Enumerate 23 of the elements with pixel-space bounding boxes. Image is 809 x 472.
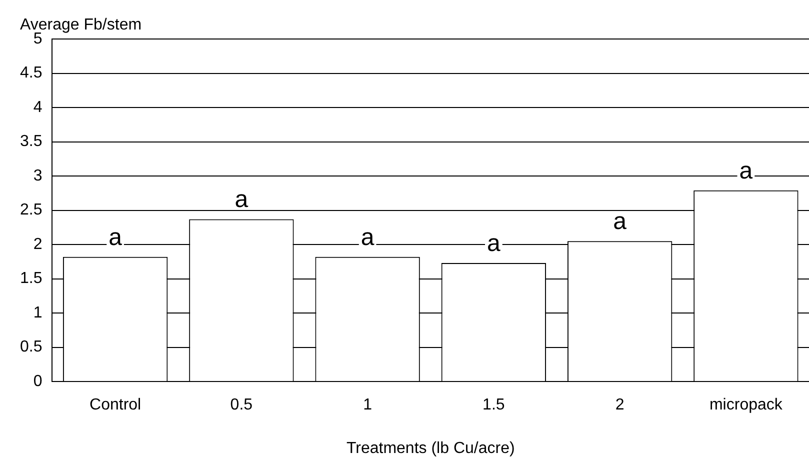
y-tick-label: 1.5 (20, 270, 42, 288)
annotation: a (613, 208, 628, 236)
x-tick-label: 1 (363, 396, 372, 414)
y-tick-label: 0.5 (20, 338, 42, 356)
annotation: a (739, 157, 754, 184)
y-tick-label: 1 (33, 304, 42, 322)
x-tick-label: Control (90, 396, 142, 414)
x-tick-label: 1.5 (482, 396, 505, 414)
y-tick-label: 0 (33, 373, 42, 390)
annotation: a (234, 186, 249, 214)
x-tick-label: micropack (709, 396, 784, 414)
annotation: a (360, 224, 375, 251)
annotation: a (108, 224, 123, 251)
y-tick-label: 4 (33, 98, 42, 116)
y-tick-label: 4.5 (20, 64, 42, 82)
y-tick-label: 2.5 (20, 202, 42, 219)
x-tick-label: 2 (615, 396, 624, 414)
annotation: a (487, 230, 502, 258)
y-tick-label: 3.5 (20, 133, 42, 150)
x-tick-label: 0.5 (230, 396, 253, 414)
y-tick-label: 3 (33, 167, 42, 184)
y-tick-label: 2 (33, 236, 42, 253)
x-axis-title: Treatments (lb Cu/acre) (346, 440, 515, 457)
